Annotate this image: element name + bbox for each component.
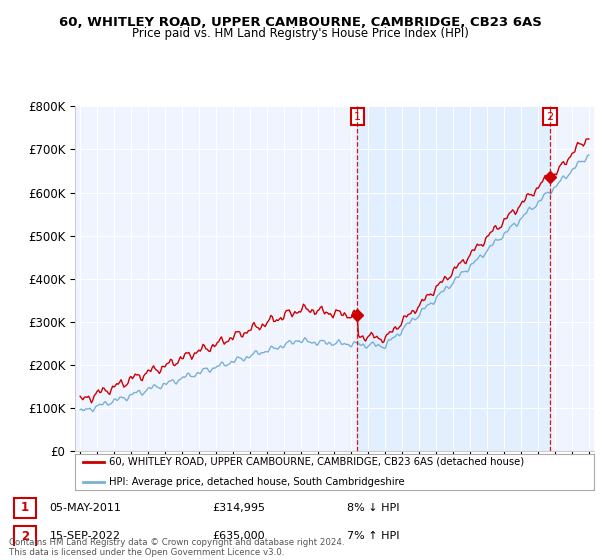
Text: 05-MAY-2011: 05-MAY-2011 [50, 503, 122, 513]
Text: 2: 2 [547, 112, 554, 122]
Text: £314,995: £314,995 [212, 503, 266, 513]
Bar [358, 106, 550, 451]
Text: £635,000: £635,000 [212, 531, 265, 542]
Text: 7% ↑ HPI: 7% ↑ HPI [347, 531, 399, 542]
Text: 1: 1 [20, 501, 29, 514]
Text: 1: 1 [354, 112, 361, 122]
Text: 2: 2 [20, 530, 29, 543]
FancyBboxPatch shape [14, 498, 36, 518]
FancyBboxPatch shape [14, 526, 36, 547]
Text: Contains HM Land Registry data © Crown copyright and database right 2024.
This d: Contains HM Land Registry data © Crown c… [9, 538, 344, 557]
Text: HPI: Average price, detached house, South Cambridgeshire: HPI: Average price, detached house, Sout… [109, 477, 404, 487]
Text: 8% ↓ HPI: 8% ↓ HPI [347, 503, 399, 513]
Text: 60, WHITLEY ROAD, UPPER CAMBOURNE, CAMBRIDGE, CB23 6AS (detached house): 60, WHITLEY ROAD, UPPER CAMBOURNE, CAMBR… [109, 456, 524, 466]
Text: 60, WHITLEY ROAD, UPPER CAMBOURNE, CAMBRIDGE, CB23 6AS: 60, WHITLEY ROAD, UPPER CAMBOURNE, CAMBR… [59, 16, 541, 29]
Text: Price paid vs. HM Land Registry's House Price Index (HPI): Price paid vs. HM Land Registry's House … [131, 27, 469, 40]
Text: 15-SEP-2022: 15-SEP-2022 [50, 531, 121, 542]
